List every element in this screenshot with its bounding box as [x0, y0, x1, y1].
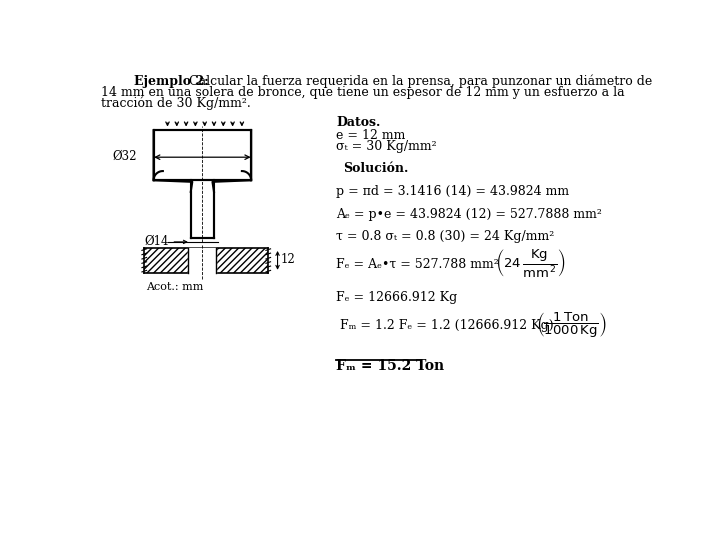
Text: Datos.: Datos. — [336, 117, 381, 130]
Text: Fₘ = 15.2 Ton: Fₘ = 15.2 Ton — [336, 359, 444, 373]
Text: 14 mm en una solera de bronce, que tiene un espesor de 12 mm y un esfuerzo a la: 14 mm en una solera de bronce, que tiene… — [101, 85, 624, 99]
Text: Ø14: Ø14 — [145, 234, 169, 248]
Text: Calcular la fuerza requerida en la prensa, para punzonar un diámetro de: Calcular la fuerza requerida en la prens… — [184, 75, 652, 89]
Text: σₜ = 30 Kg/mm²: σₜ = 30 Kg/mm² — [336, 140, 437, 153]
Text: Fₘ = 1.2 Fₑ = 1.2 (12666.912 Kg): Fₘ = 1.2 Fₑ = 1.2 (12666.912 Kg) — [341, 319, 554, 332]
Bar — [216, 248, 269, 273]
Text: e = 12 mm: e = 12 mm — [336, 129, 406, 141]
Text: p = πd = 3.1416 (14) = 43.9824 mm: p = πd = 3.1416 (14) = 43.9824 mm — [336, 185, 570, 198]
Text: Fₑ = Aₑ•τ = 527.788 mm²: Fₑ = Aₑ•τ = 527.788 mm² — [336, 257, 499, 271]
Text: Ejemplo 2:: Ejemplo 2: — [134, 75, 209, 88]
Bar — [144, 248, 189, 273]
Polygon shape — [189, 248, 216, 273]
Text: Fₑ = 12666.912 Kg: Fₑ = 12666.912 Kg — [336, 291, 458, 304]
Polygon shape — [153, 130, 251, 238]
Text: Solución.: Solución. — [343, 162, 408, 175]
Text: $\left( 24\,\dfrac{\rm Kg}{\rm mm^{\,2}} \right)$: $\left( 24\,\dfrac{\rm Kg}{\rm mm^{\,2}}… — [495, 247, 566, 279]
Text: 12: 12 — [281, 253, 295, 266]
Text: τ = 0.8 σₜ = 0.8 (30) = 24 Kg/mm²: τ = 0.8 σₜ = 0.8 (30) = 24 Kg/mm² — [336, 230, 554, 242]
Bar — [153, 130, 251, 180]
Text: Acot.: mm: Acot.: mm — [145, 282, 203, 292]
Text: tracción de 30 Kg/mm².: tracción de 30 Kg/mm². — [101, 96, 251, 110]
Text: Ø32: Ø32 — [112, 150, 137, 163]
Text: Aₑ = p•e = 43.9824 (12) = 527.7888 mm²: Aₑ = p•e = 43.9824 (12) = 527.7888 mm² — [336, 208, 603, 221]
Text: $\left( \dfrac{1\,\rm Ton}{1000\,\rm Kg} \right)$: $\left( \dfrac{1\,\rm Ton}{1000\,\rm Kg}… — [536, 311, 607, 340]
